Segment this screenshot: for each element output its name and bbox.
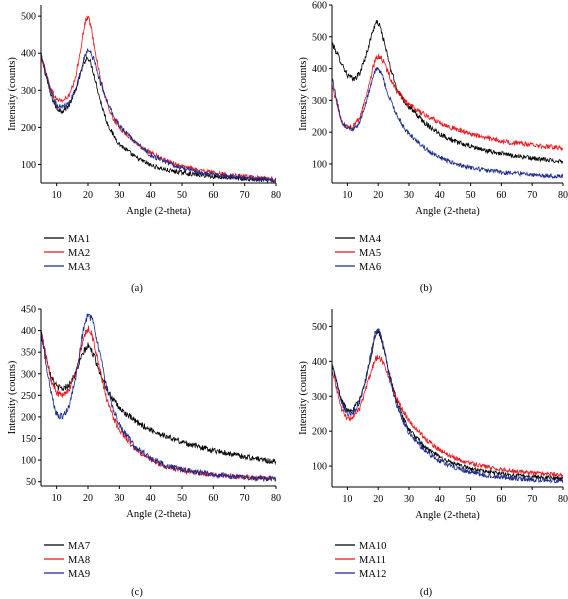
y-tick-label: 100 (21, 456, 36, 467)
y-tick-label: 100 (312, 159, 327, 170)
x-tick-label: 20 (373, 494, 383, 505)
y-tick-label: 400 (21, 49, 36, 60)
panel-caption: (d) (420, 587, 433, 598)
series-line-ma4 (332, 20, 563, 165)
chart-panel-2: 10 20 30 40 50 60 70 80 100 200 300 400 500 600 Angle … (298, 1, 568, 295)
x-tick-label: 10 (342, 190, 352, 201)
y-tick-label: 400 (312, 357, 327, 368)
y-axis-title: Intensity (counts) (298, 361, 309, 435)
chart-panel-4: 10 20 30 40 50 60 70 80 100 200 300 400 500 Angle (2-… (298, 309, 568, 598)
y-tick-label: 400 (21, 326, 36, 337)
x-tick-label: 40 (146, 190, 156, 201)
y-tick-label: 200 (21, 123, 36, 134)
y-tick-label: 300 (21, 86, 36, 97)
y-tick-label: 100 (312, 462, 327, 473)
y-tick-label: 600 (312, 1, 327, 12)
x-tick-label: 10 (52, 493, 62, 504)
x-tick-label: 50 (177, 493, 187, 504)
y-tick-label: 250 (21, 391, 36, 402)
legend-label-ma10: MA10 (359, 541, 386, 552)
x-tick-label: 20 (373, 190, 383, 201)
panel-caption: (c) (131, 587, 143, 598)
x-tick-label: 60 (208, 493, 218, 504)
x-tick-label: 70 (527, 190, 537, 201)
x-tick-label: 50 (466, 190, 476, 201)
x-tick-label: 40 (435, 494, 445, 505)
x-axis-title: Angle (2-theta) (415, 206, 480, 217)
series-line-ma9 (41, 313, 276, 483)
x-axis-title: Angle (2-theta) (126, 206, 191, 217)
series-line-ma3 (41, 48, 276, 183)
legend-label-ma9: MA9 (68, 569, 90, 580)
x-tick-label: 50 (177, 190, 187, 201)
x-tick-label: 80 (271, 190, 281, 201)
legend-label-ma2: MA2 (68, 248, 90, 259)
series-line-ma12 (332, 328, 563, 484)
y-tick-label: 400 (312, 64, 327, 75)
x-tick-label: 20 (83, 190, 93, 201)
chart-panel-3: 10 20 30 40 50 60 70 80 50 100 150 200 250 300 350 400 4… (7, 305, 281, 599)
panel-caption: (a) (131, 283, 143, 294)
x-tick-label: 30 (114, 493, 124, 504)
y-tick-label: 500 (21, 12, 36, 23)
panel-caption: (b) (420, 283, 433, 294)
legend-label-ma12: MA12 (359, 569, 386, 580)
x-tick-label: 50 (466, 494, 476, 505)
x-tick-label: 60 (496, 190, 506, 201)
legend-label-ma5: MA5 (359, 248, 381, 259)
y-axis-title: Intensity (counts) (7, 360, 18, 434)
y-tick-label: 100 (21, 160, 36, 171)
x-tick-label: 40 (146, 493, 156, 504)
legend-label-ma6: MA6 (359, 262, 381, 273)
y-tick-label: 150 (21, 434, 36, 445)
y-tick-label: 450 (21, 305, 36, 316)
y-axis-title: Intensity (counts) (298, 57, 309, 131)
legend-label-ma8: MA8 (68, 555, 90, 566)
series-line-ma5 (332, 53, 563, 152)
y-tick-label: 500 (312, 322, 327, 333)
y-tick-label: 350 (21, 348, 36, 359)
chart-panel-1: 10 20 30 40 50 60 70 80 100 200 300 400 500 Angle (2-… (7, 5, 281, 294)
y-tick-label: 200 (312, 427, 327, 438)
legend-label-ma7: MA7 (68, 541, 90, 552)
y-tick-label: 300 (312, 392, 327, 403)
legend-label-ma3: MA3 (68, 262, 90, 273)
x-tick-label: 70 (527, 494, 537, 505)
series-line-ma2 (41, 15, 276, 182)
y-tick-label: 200 (312, 128, 327, 139)
x-tick-label: 20 (83, 493, 93, 504)
series-line-ma6 (332, 67, 563, 180)
x-tick-label: 70 (240, 190, 250, 201)
x-tick-label: 70 (240, 493, 250, 504)
x-tick-label: 10 (52, 190, 62, 201)
x-axis-title: Angle (2-theta) (415, 510, 480, 521)
x-tick-label: 30 (404, 494, 414, 505)
y-axis-title: Intensity (counts) (7, 57, 18, 131)
series-line-ma10 (332, 329, 563, 482)
series-line-ma8 (41, 325, 276, 482)
x-tick-label: 40 (435, 190, 445, 201)
x-tick-label: 80 (558, 494, 568, 505)
y-tick-label: 50 (26, 477, 36, 488)
y-tick-label: 300 (21, 369, 36, 380)
y-tick-label: 500 (312, 32, 327, 43)
x-tick-label: 30 (404, 190, 414, 201)
x-tick-label: 10 (342, 494, 352, 505)
x-tick-label: 80 (271, 493, 281, 504)
legend-label-ma11: MA11 (359, 555, 386, 566)
y-tick-label: 200 (21, 412, 36, 423)
x-tick-label: 80 (558, 190, 568, 201)
legend-label-ma4: MA4 (359, 234, 382, 245)
x-axis-title: Angle (2-theta) (126, 509, 191, 520)
y-tick-label: 300 (312, 96, 327, 107)
x-tick-label: 60 (496, 494, 506, 505)
x-tick-label: 30 (114, 190, 124, 201)
legend-label-ma1: MA1 (68, 234, 90, 245)
x-tick-label: 60 (208, 190, 218, 201)
series-line-ma7 (41, 333, 276, 465)
series-line-ma11 (332, 354, 563, 478)
